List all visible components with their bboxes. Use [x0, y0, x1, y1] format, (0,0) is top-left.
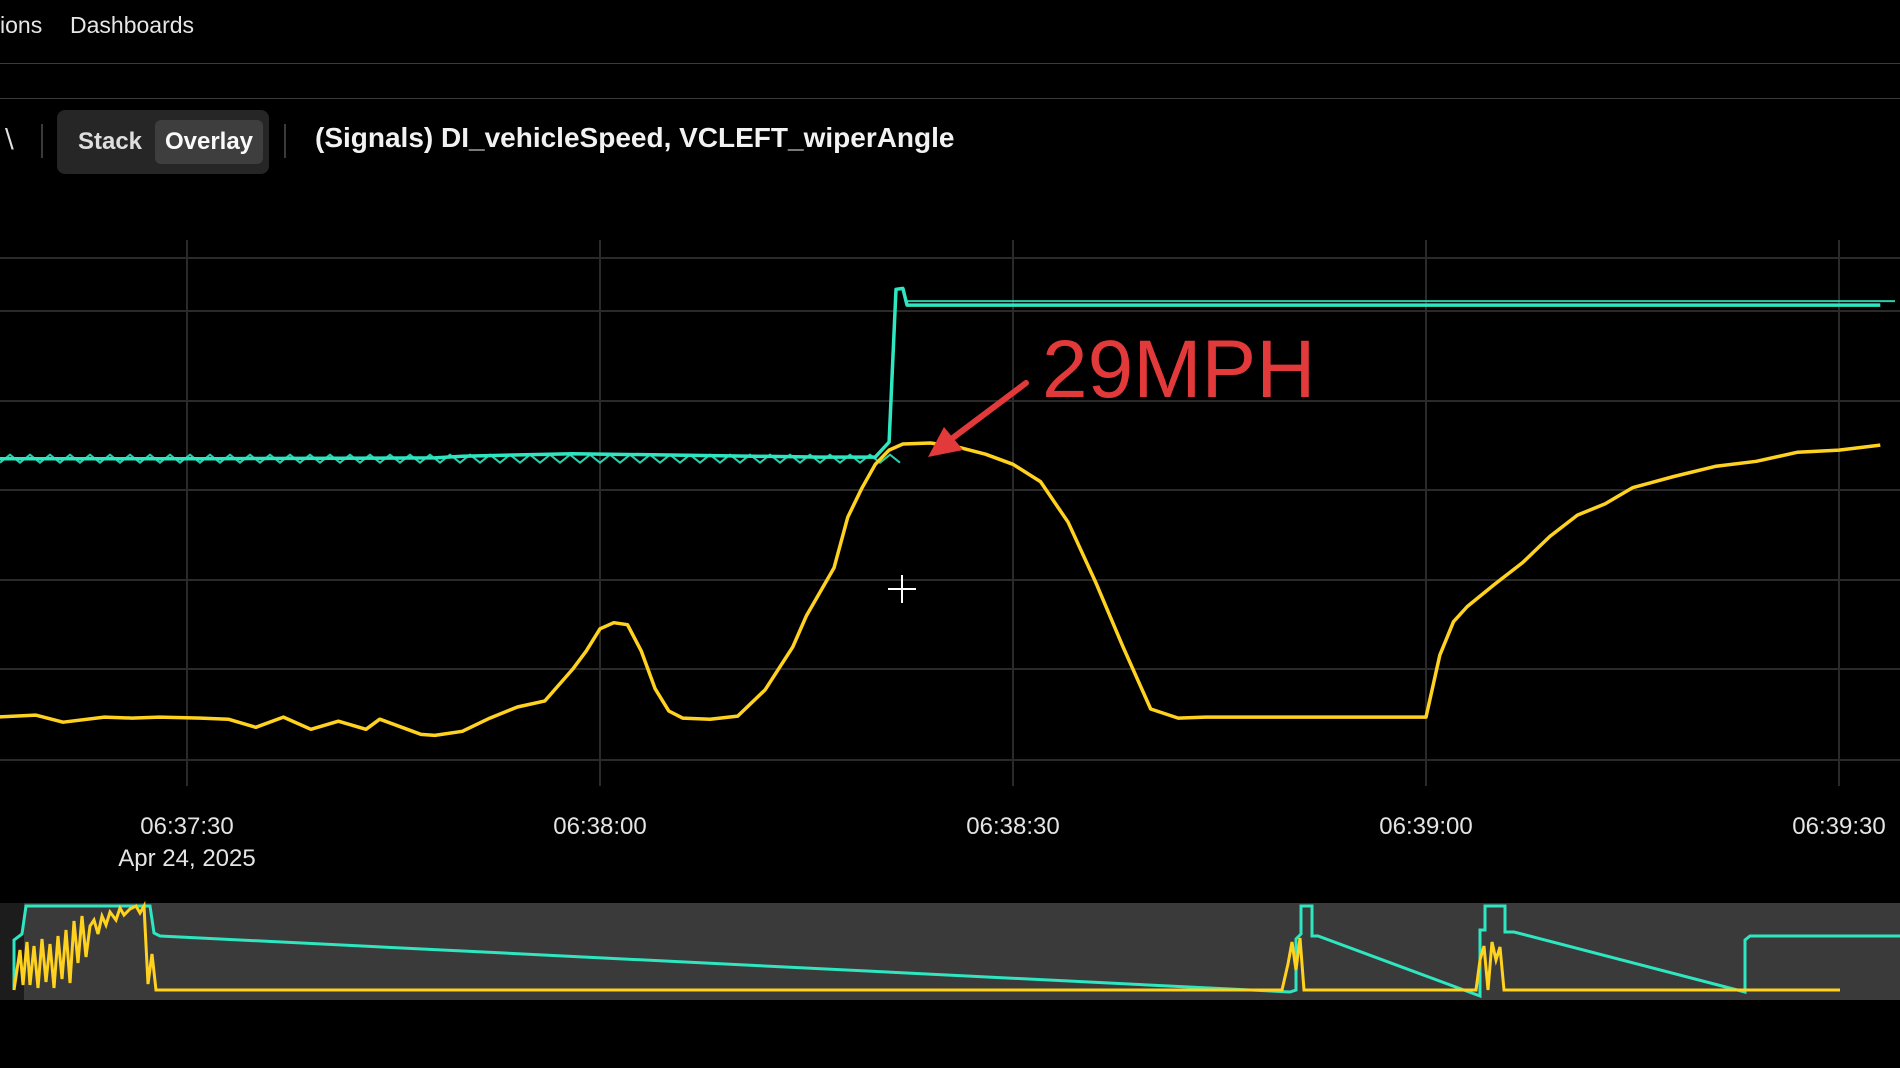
navigator-wiper-trace	[12, 904, 1900, 999]
x-axis: 06:37:30 06:38:00 06:38:30 06:39:00 06:39:30…	[118, 813, 1885, 872]
wiper-series-line	[0, 286, 1881, 461]
top-nav: ions Dashboards	[0, 0, 1900, 64]
toolbar-divider	[0, 98, 1900, 99]
x-tick-label: 06:39:30	[1792, 813, 1885, 840]
x-tick-label: 06:39:00	[1379, 813, 1472, 840]
nav-item-visualizations[interactable]: ions	[0, 12, 43, 38]
nav-divider	[0, 63, 1900, 64]
nav-item-dashboards[interactable]: Dashboards	[70, 12, 195, 38]
speed-series-line	[0, 441, 1881, 738]
stack-button[interactable]: Stack	[77, 128, 143, 155]
panel-title: (Signals) DI_vehicleSpeed, VCLEFT_wiperA…	[315, 122, 955, 153]
x-tick-label: 06:38:00	[553, 813, 646, 840]
x-date-label: Apr 24, 2025	[118, 845, 255, 872]
chevron-left-icon[interactable]: ∖	[0, 126, 14, 152]
toolbar-separator	[284, 124, 286, 158]
wiper-series-noise	[0, 453, 901, 464]
panel-toolbar: ∖ Stack Overlay (Signals) DI_vehicleSpee…	[0, 100, 1900, 180]
navigator-speed-trace	[12, 900, 1840, 992]
annotation-29mph: 29MPH	[1042, 324, 1315, 415]
overlay-button[interactable]: Overlay	[155, 120, 263, 164]
navigator-background	[0, 903, 1900, 1000]
x-tick-label: 06:38:30	[966, 813, 1059, 840]
toolbar-separator	[41, 124, 43, 158]
time-navigator[interactable]	[0, 900, 1900, 1000]
x-tick-label: 06:37:30	[140, 813, 233, 840]
crosshair-icon	[888, 575, 916, 603]
arrow-icon	[928, 380, 1029, 457]
chart-grid	[0, 240, 1900, 786]
view-mode-toggle: Stack Overlay	[57, 110, 269, 174]
